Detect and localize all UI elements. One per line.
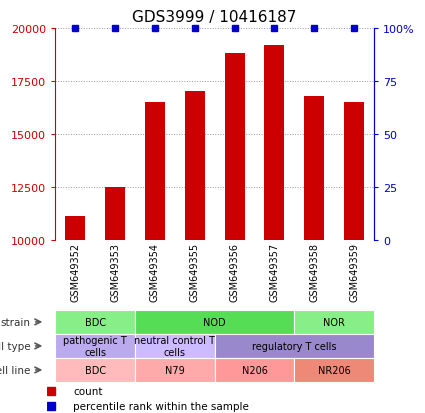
Text: N79: N79 <box>165 365 184 375</box>
Text: neutral control T
cells: neutral control T cells <box>134 335 215 357</box>
Text: pathogenic T
cells: pathogenic T cells <box>63 335 127 357</box>
Text: strain: strain <box>1 317 31 327</box>
Bar <box>344 103 364 240</box>
Bar <box>105 187 125 240</box>
Bar <box>65 217 85 240</box>
Text: BDC: BDC <box>85 317 106 327</box>
Text: percentile rank within the sample: percentile rank within the sample <box>73 401 249 411</box>
Bar <box>145 103 165 240</box>
Bar <box>185 92 205 240</box>
Bar <box>264 46 284 240</box>
Text: cell type: cell type <box>0 341 31 351</box>
Bar <box>224 54 244 240</box>
Bar <box>304 97 324 240</box>
Text: cell line: cell line <box>0 365 31 375</box>
Text: regulatory T cells: regulatory T cells <box>252 341 337 351</box>
Text: NR206: NR206 <box>318 365 351 375</box>
Text: NOR: NOR <box>323 317 345 327</box>
Text: BDC: BDC <box>85 365 106 375</box>
Text: N206: N206 <box>241 365 267 375</box>
Text: NOD: NOD <box>203 317 226 327</box>
Title: GDS3999 / 10416187: GDS3999 / 10416187 <box>133 10 297 25</box>
Text: count: count <box>73 386 103 396</box>
